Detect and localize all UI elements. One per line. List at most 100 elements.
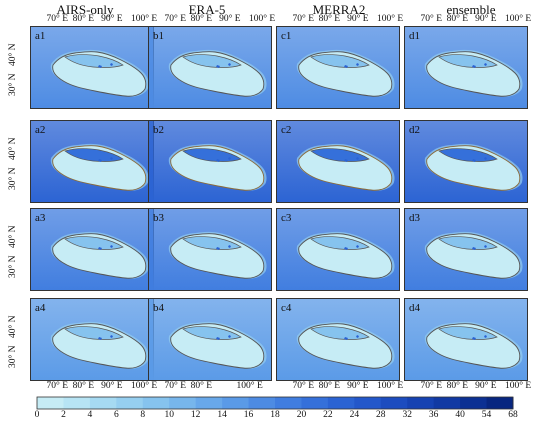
map-panel-b3: b3 [148, 208, 272, 291]
panel-label: d3 [409, 212, 420, 224]
basin-region [64, 326, 124, 340]
panel-label: c3 [281, 212, 292, 224]
lakes [344, 335, 359, 340]
map-svg [277, 121, 399, 202]
panel-label: d1 [409, 30, 420, 42]
basin-region [182, 236, 242, 250]
panel-label: a3 [35, 212, 46, 224]
basin-region [438, 326, 498, 340]
colorbar-segment [169, 397, 197, 409]
column-title-2: MERRA2 [312, 2, 366, 17]
colorbar-tick: 54 [481, 410, 492, 420]
map-panel-c4: c4 [276, 298, 400, 381]
map-panel-d2: d2 [404, 120, 528, 203]
lakes [344, 63, 359, 68]
lon-tick: 70° E [46, 381, 69, 391]
colorbar-segment [433, 397, 461, 409]
lat-tick: 40° N [8, 225, 18, 248]
basin-region [310, 236, 370, 250]
lakes [472, 245, 487, 250]
map-svg [405, 121, 527, 202]
panel-label: d2 [409, 124, 420, 136]
map-svg [149, 27, 271, 108]
map-panel-a1: a1 [30, 26, 154, 109]
lon-tick: 80° E [318, 14, 341, 24]
map-svg [31, 209, 153, 290]
map-panel-d1: d1 [404, 26, 528, 109]
lon-tick: 70° E [292, 381, 315, 391]
map-svg [277, 209, 399, 290]
lon-tick: 70° E [420, 381, 443, 391]
column-title-1: ERA-5 [188, 2, 226, 17]
colorbar-segment [116, 397, 144, 409]
lon-tick: 70° E [420, 14, 443, 24]
colorbar-tick: 22 [323, 410, 333, 420]
panel-label: a1 [35, 30, 46, 42]
map-svg [149, 121, 271, 202]
colorbar-tick: 24 [349, 410, 360, 420]
lakes [98, 157, 113, 162]
lat-tick: 40° N [8, 137, 18, 160]
map-panel-c3: c3 [276, 208, 400, 291]
lon-tick: 90° E [347, 381, 369, 391]
lon-tick: 100° E [376, 381, 404, 391]
lon-tick: 70° E [46, 14, 69, 24]
colorbar-tick: 14 [217, 410, 227, 420]
map-svg [31, 299, 153, 380]
colorbar-tick: 6 [113, 410, 119, 420]
colorbar-segment [327, 397, 355, 409]
panel-label: d4 [409, 302, 420, 314]
map-panel-b2: b2 [148, 120, 272, 203]
map-svg [405, 299, 527, 380]
lon-tick: 90° E [101, 14, 123, 24]
colorbar-tick: 12 [190, 410, 201, 420]
colorbar [36, 396, 514, 415]
lon-tick: 80° E [190, 381, 213, 391]
lon-tick: 100° E [504, 381, 532, 391]
basin-region [438, 148, 498, 162]
map-svg [277, 299, 399, 380]
panel-label: b3 [153, 212, 164, 224]
lon-tick: 70° E [292, 14, 315, 24]
lon-tick: 100° E [130, 381, 158, 391]
colorbar-tick: 4 [87, 410, 93, 420]
lon-tick: 80° E [72, 14, 95, 24]
lakes [344, 157, 359, 162]
basin-region [182, 326, 242, 340]
lakes [216, 157, 231, 162]
panel-label: a4 [35, 302, 46, 314]
panel-label: c1 [281, 30, 292, 42]
column-title-3: ensemble [446, 2, 496, 17]
panel-label: b4 [153, 302, 164, 314]
colorbar-segment [195, 397, 223, 409]
column-title-0: AIRS-only [56, 2, 114, 17]
colorbar-segment [460, 397, 488, 409]
colorbar-tick: 36 [428, 410, 439, 420]
lat-tick: 40° N [8, 43, 18, 66]
basin-region [64, 236, 124, 250]
lon-tick: 90° E [475, 381, 497, 391]
lon-tick: 90° E [101, 381, 123, 391]
colorbar-segment [222, 397, 250, 409]
map-panel-b1: b1 [148, 26, 272, 109]
colorbar-tick: 20 [296, 410, 307, 420]
map-svg [405, 209, 527, 290]
colorbar-segment [142, 397, 170, 409]
colorbar-segment [37, 397, 64, 409]
lon-tick: 70° E [164, 14, 187, 24]
basin-region [64, 54, 124, 68]
map-panel-b4: b4 [148, 298, 272, 381]
colorbar-segment [354, 397, 382, 409]
colorbar-tick: 10 [164, 410, 174, 420]
map-panel-d3: d3 [404, 208, 528, 291]
colorbar-tick: 40 [455, 410, 465, 420]
map-panel-a2: a2 [30, 120, 154, 203]
colorbar-segment [301, 397, 329, 409]
map-panel-c1: c1 [276, 26, 400, 109]
map-svg [31, 27, 153, 108]
colorbar-segment [248, 397, 276, 409]
lon-tick: 80° E [190, 14, 213, 24]
map-svg [31, 121, 153, 202]
map-svg [149, 299, 271, 380]
colorbar-tick: 8 [140, 410, 146, 420]
